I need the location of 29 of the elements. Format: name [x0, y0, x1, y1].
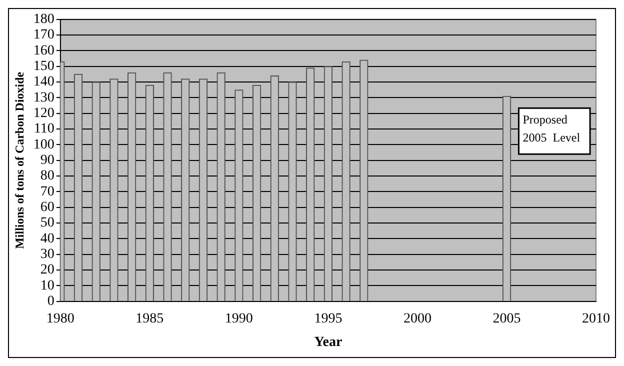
x-tick-label: 1980: [46, 311, 74, 326]
y-tick-label: 150: [33, 59, 54, 74]
y-tick-label: 50: [40, 216, 54, 231]
x-tick-label: 1995: [314, 311, 342, 326]
y-tick-label: 90: [40, 153, 54, 168]
y-tick-label: 30: [40, 247, 54, 262]
y-tick-label: 20: [40, 262, 54, 278]
y-tick-label: 110: [34, 122, 54, 137]
x-tick-label: 2010: [582, 311, 610, 326]
x-tick-label: 2005: [492, 311, 521, 326]
x-axis-title: Year: [314, 335, 342, 350]
y-tick-label: 40: [40, 231, 54, 246]
y-tick-label: 0: [47, 294, 54, 310]
y-tick-label: 80: [40, 168, 54, 184]
x-tick-label: 1985: [136, 311, 164, 326]
x-tick-label: 2000: [403, 311, 432, 326]
y-axis-title: Millions of tons of Carbon Dioxide: [12, 71, 26, 249]
y-tick-label: 140: [33, 74, 54, 90]
y-tick-label: 100: [33, 137, 54, 152]
annotation: Proposed 2005 Level: [522, 112, 581, 144]
y-tick-label: 70: [40, 184, 54, 200]
y-tick-label: 180: [33, 12, 54, 28]
y-tick-label: 170: [33, 28, 54, 43]
y-tick-label: 120: [33, 106, 54, 122]
y-tick-label: 10: [40, 278, 54, 294]
x-tick-label: 1990: [224, 311, 253, 326]
y-tick-label: 160: [33, 43, 54, 58]
y-tick-label: 130: [33, 90, 54, 106]
y-tick-label: 60: [40, 200, 54, 216]
